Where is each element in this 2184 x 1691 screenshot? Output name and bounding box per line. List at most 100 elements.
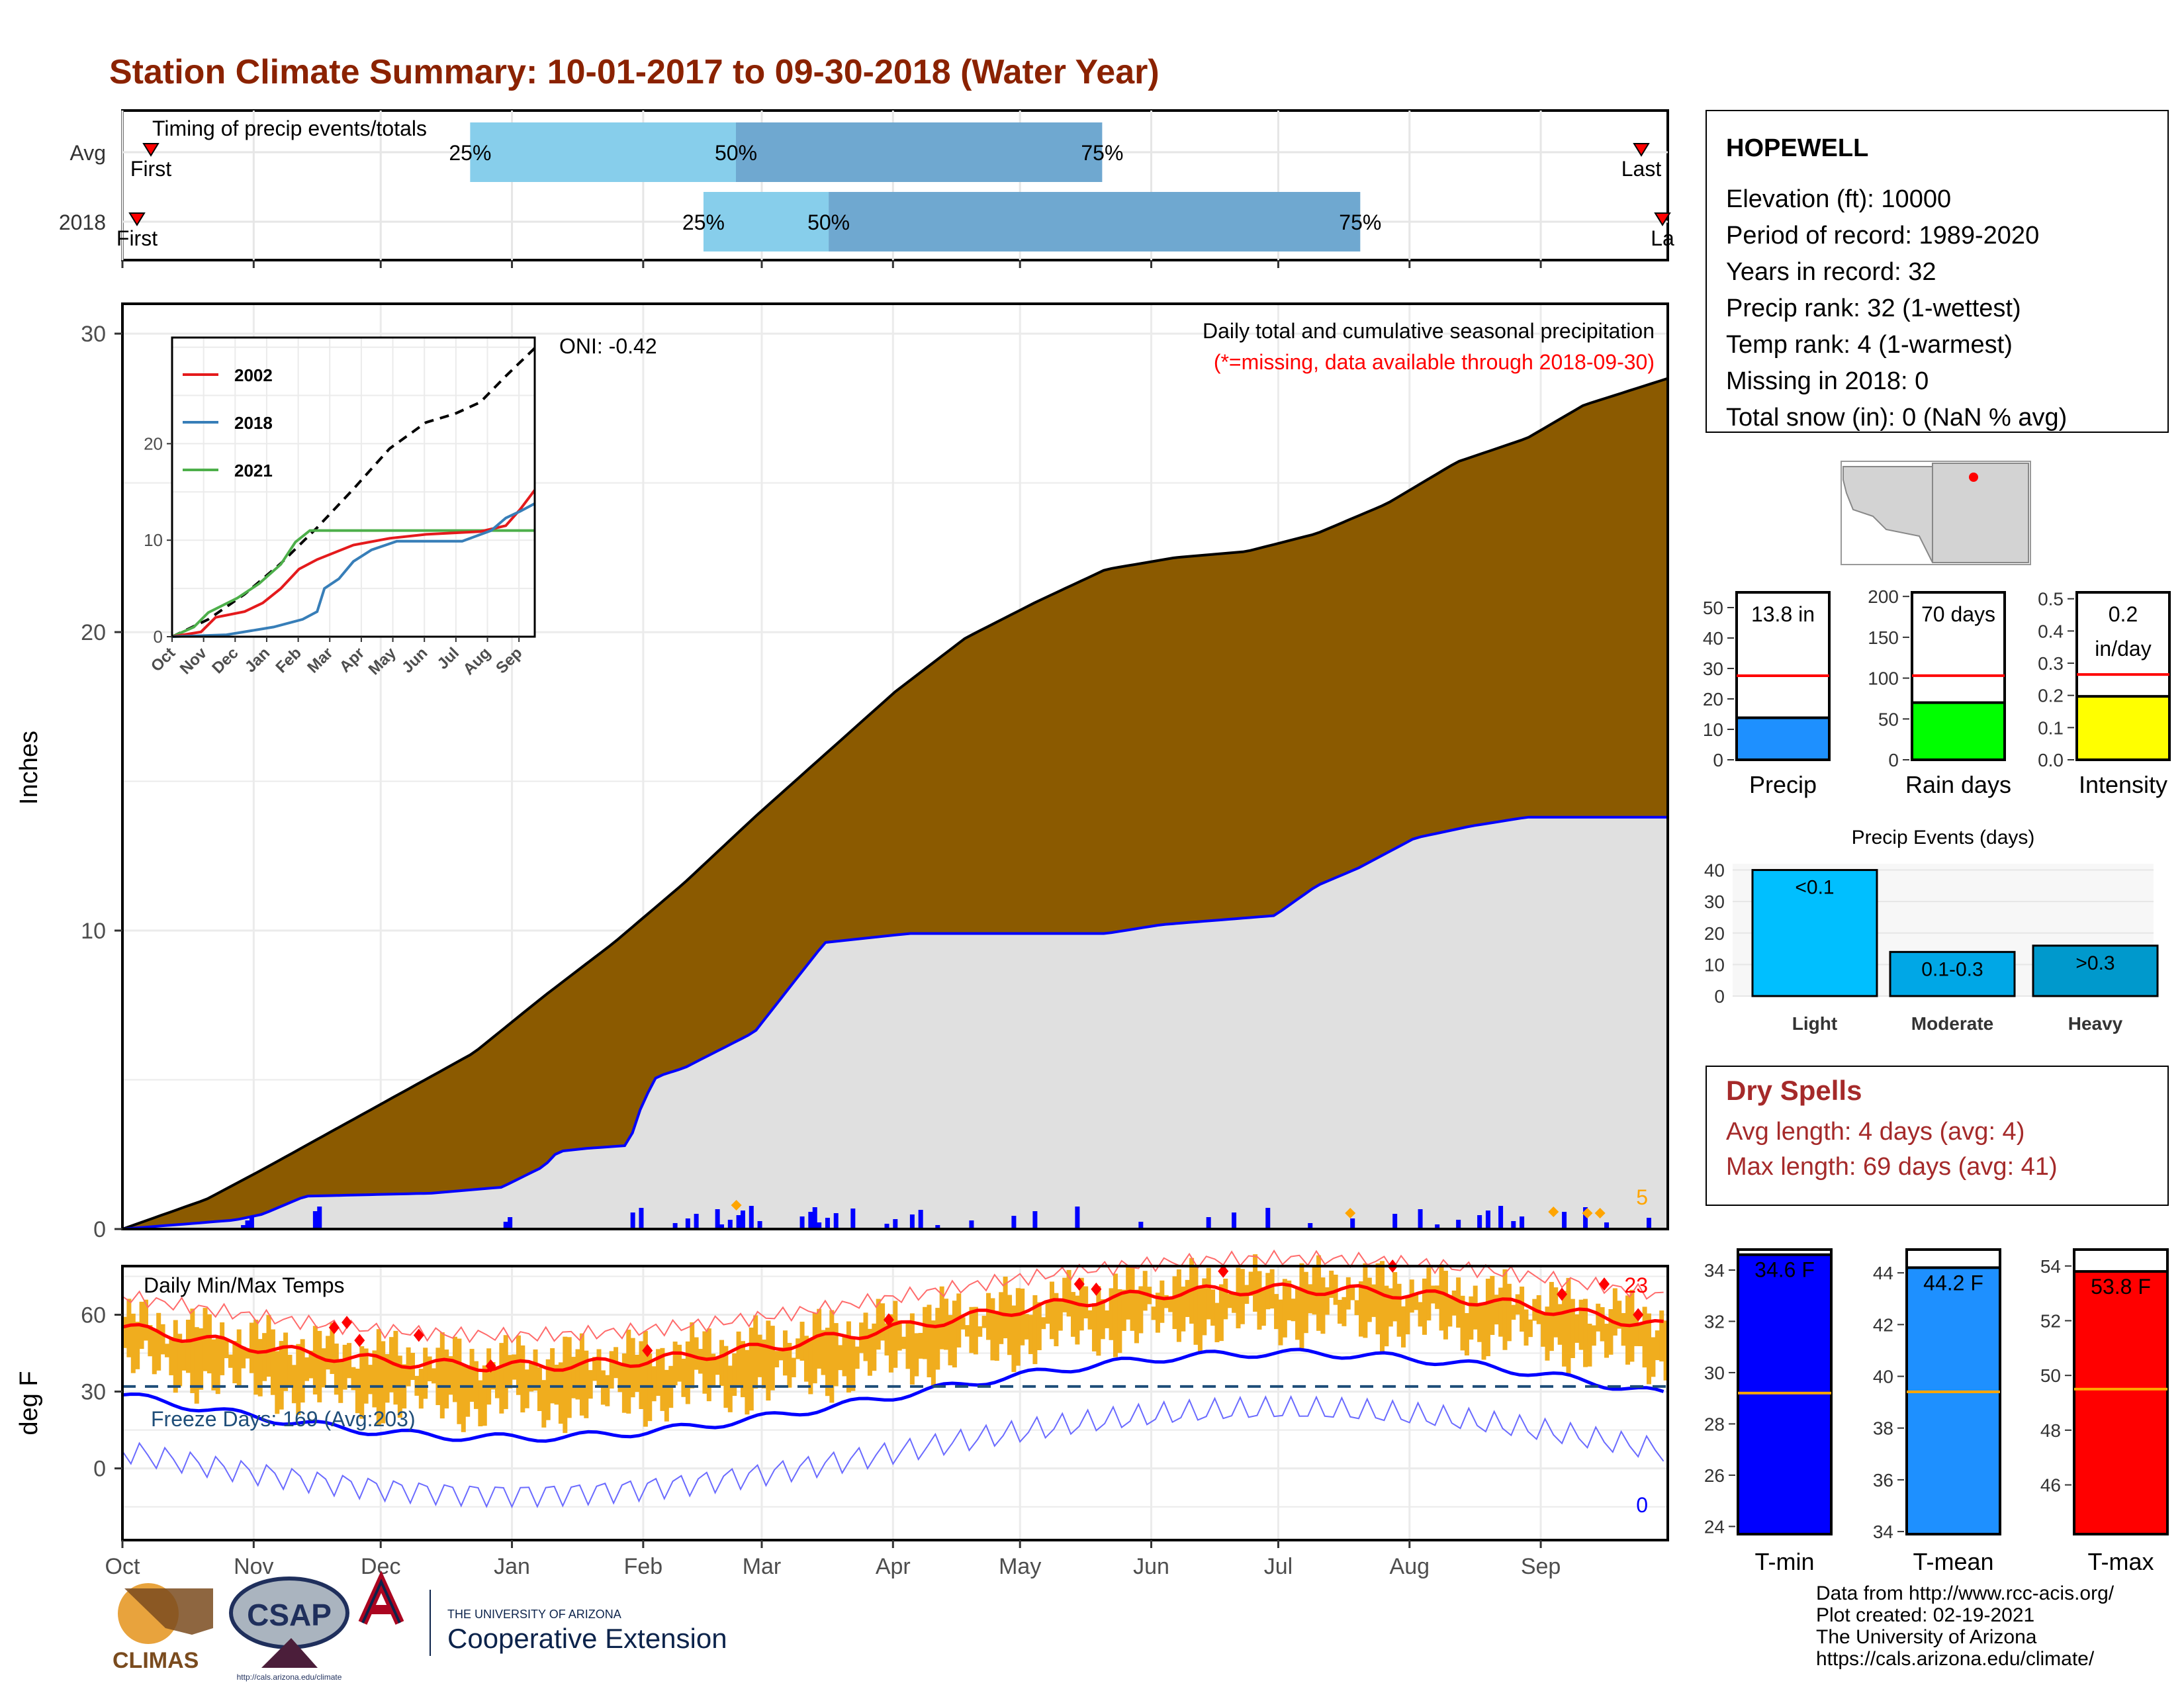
events-bar <box>1751 869 1878 997</box>
temp-day-bar <box>1405 1296 1410 1335</box>
temp-day-bar <box>1481 1304 1486 1360</box>
temp-day-bar <box>1379 1261 1385 1352</box>
station-name: HOPEWELL <box>1726 134 1868 162</box>
last-label: La <box>1651 226 1674 250</box>
temp-day-bar <box>1185 1279 1190 1317</box>
temp-day-bar <box>1176 1269 1181 1342</box>
daily-precip-bar <box>1265 1208 1271 1229</box>
temp-day-bar <box>469 1349 475 1402</box>
events-bar <box>2032 944 2159 997</box>
temp-day-bar <box>1422 1278 1427 1335</box>
precip-y-axis: 0 10 20 30 <box>81 322 122 1242</box>
temp-day-bar <box>1109 1288 1114 1340</box>
temp-day-bar <box>381 1341 386 1424</box>
daily-precip-bar <box>1604 1222 1610 1229</box>
mini-bar-tick-label: 0.0 <box>2038 750 2064 770</box>
mini-bar-value-label: 13.8 in <box>1751 602 1815 626</box>
temp-day-bar <box>782 1330 788 1376</box>
precip-frame <box>121 302 1669 1230</box>
x-axis-months: Oct Nov Dec Jan Feb Mar Apr May Jun Jul Aug Sep <box>105 1540 1561 1579</box>
temp-day-bar <box>1354 1300 1359 1316</box>
temp-bar-label: T-mean <box>1913 1548 1993 1575</box>
temp-record-marker <box>413 1328 424 1342</box>
temp-day-bar <box>621 1353 627 1413</box>
temp-day-bar <box>812 1312 817 1384</box>
temp-day-bar <box>1464 1312 1469 1355</box>
state-shapes <box>1843 463 2029 563</box>
daily-precip-bar <box>1075 1207 1080 1229</box>
dry-title: Dry Spells <box>1726 1075 1862 1106</box>
temp-day-bar <box>660 1348 665 1411</box>
temp-day-bar <box>923 1306 928 1359</box>
temp-day-bar <box>1045 1302 1050 1324</box>
temp-day-bar <box>1520 1286 1525 1332</box>
temp-day-bar <box>931 1320 936 1386</box>
temp-day-bar <box>135 1322 140 1369</box>
timing-pct-label: 50% <box>715 141 757 165</box>
temp-day-bar <box>1384 1285 1389 1347</box>
temp-day-bar <box>1105 1310 1110 1328</box>
temp-day-bar <box>579 1333 584 1416</box>
temp-day-bar <box>1032 1295 1038 1365</box>
station-details: Elevation (ft): 10000 Period of record: 1… <box>1726 185 2067 432</box>
temp-day-bar <box>1414 1293 1419 1310</box>
mini-bar-tick-label: 0.4 <box>2038 621 2064 641</box>
timing-pct-label: 25% <box>682 210 725 234</box>
temp-day-bar <box>215 1336 220 1394</box>
daily-precip-bar <box>727 1220 733 1229</box>
temp-day-bar <box>1524 1309 1529 1346</box>
temp-bar-label: T-min <box>1755 1548 1815 1575</box>
temp-day-bar <box>249 1322 254 1373</box>
temp-day-bar <box>787 1343 792 1388</box>
timing-panel: Timing of precip events/totals Avg 25% 50%… <box>59 109 1674 268</box>
temp-day-bar <box>494 1367 500 1398</box>
temp-day-bar <box>1015 1288 1021 1366</box>
temp-day-bar <box>448 1356 453 1395</box>
daily-precip-bar <box>1511 1221 1516 1229</box>
temp-day-bar <box>194 1327 199 1404</box>
temp-day-bar <box>1527 1319 1533 1338</box>
temp-day-bar <box>1600 1307 1605 1342</box>
mini-bar-tick-label: 0.3 <box>2038 653 2064 674</box>
temp-day-bar <box>266 1314 271 1377</box>
temp-bar-tick-label: 26 <box>1704 1465 1725 1486</box>
temp-day-bar <box>672 1342 678 1386</box>
temp-day-bar <box>1439 1264 1444 1331</box>
temp-day-bar <box>1160 1280 1165 1323</box>
temp-day-bar <box>1494 1295 1499 1325</box>
daily-precip-bar <box>1562 1212 1567 1229</box>
temp-day-bar <box>1007 1295 1013 1355</box>
temp-day-bar <box>482 1365 487 1426</box>
temp-record-marker <box>1218 1264 1229 1278</box>
temp-day-bar <box>808 1338 813 1394</box>
daily-precip-bar <box>812 1207 817 1229</box>
temp-day-bar <box>1214 1303 1220 1343</box>
temp-day-bar <box>1028 1314 1034 1354</box>
credit-line: https://cals.arizona.edu/climate/ <box>1816 1648 2095 1670</box>
temp-day-bar <box>1651 1337 1656 1377</box>
station-detail: Precip rank: 32 (1-wettest) <box>1726 295 2021 322</box>
temp-day-bar <box>1193 1267 1199 1345</box>
credit-line: Data from http://www.rcc-acis.org/ <box>1816 1582 2115 1604</box>
temp-day-bar <box>850 1338 856 1391</box>
temp-bar-label: T-max <box>2087 1548 2154 1575</box>
temp-y-axis: 0 30 60 <box>81 1303 122 1482</box>
temp-day-bar <box>685 1341 690 1404</box>
station-location-marker <box>1969 473 1978 482</box>
temp-ytick-label: 60 <box>81 1303 106 1328</box>
mini-bar-label: Rain days <box>1905 771 2011 798</box>
temp-day-bar <box>516 1335 521 1395</box>
temp-day-bar <box>778 1347 784 1361</box>
temp-day-bar <box>796 1338 801 1359</box>
temp-day-bar <box>829 1310 835 1403</box>
temp-day-bar <box>355 1368 360 1414</box>
temp-day-bar <box>563 1336 568 1434</box>
temp-day-bar <box>1083 1286 1089 1318</box>
temp-day-bar <box>1130 1267 1135 1331</box>
temp-day-bar <box>935 1308 940 1370</box>
temp-day-bar <box>321 1348 326 1388</box>
temp-day-bar <box>1570 1299 1575 1359</box>
daily-precip-bar <box>1456 1220 1461 1229</box>
temp-day-bar <box>1541 1313 1546 1347</box>
mini-bar-value <box>1735 716 1831 762</box>
